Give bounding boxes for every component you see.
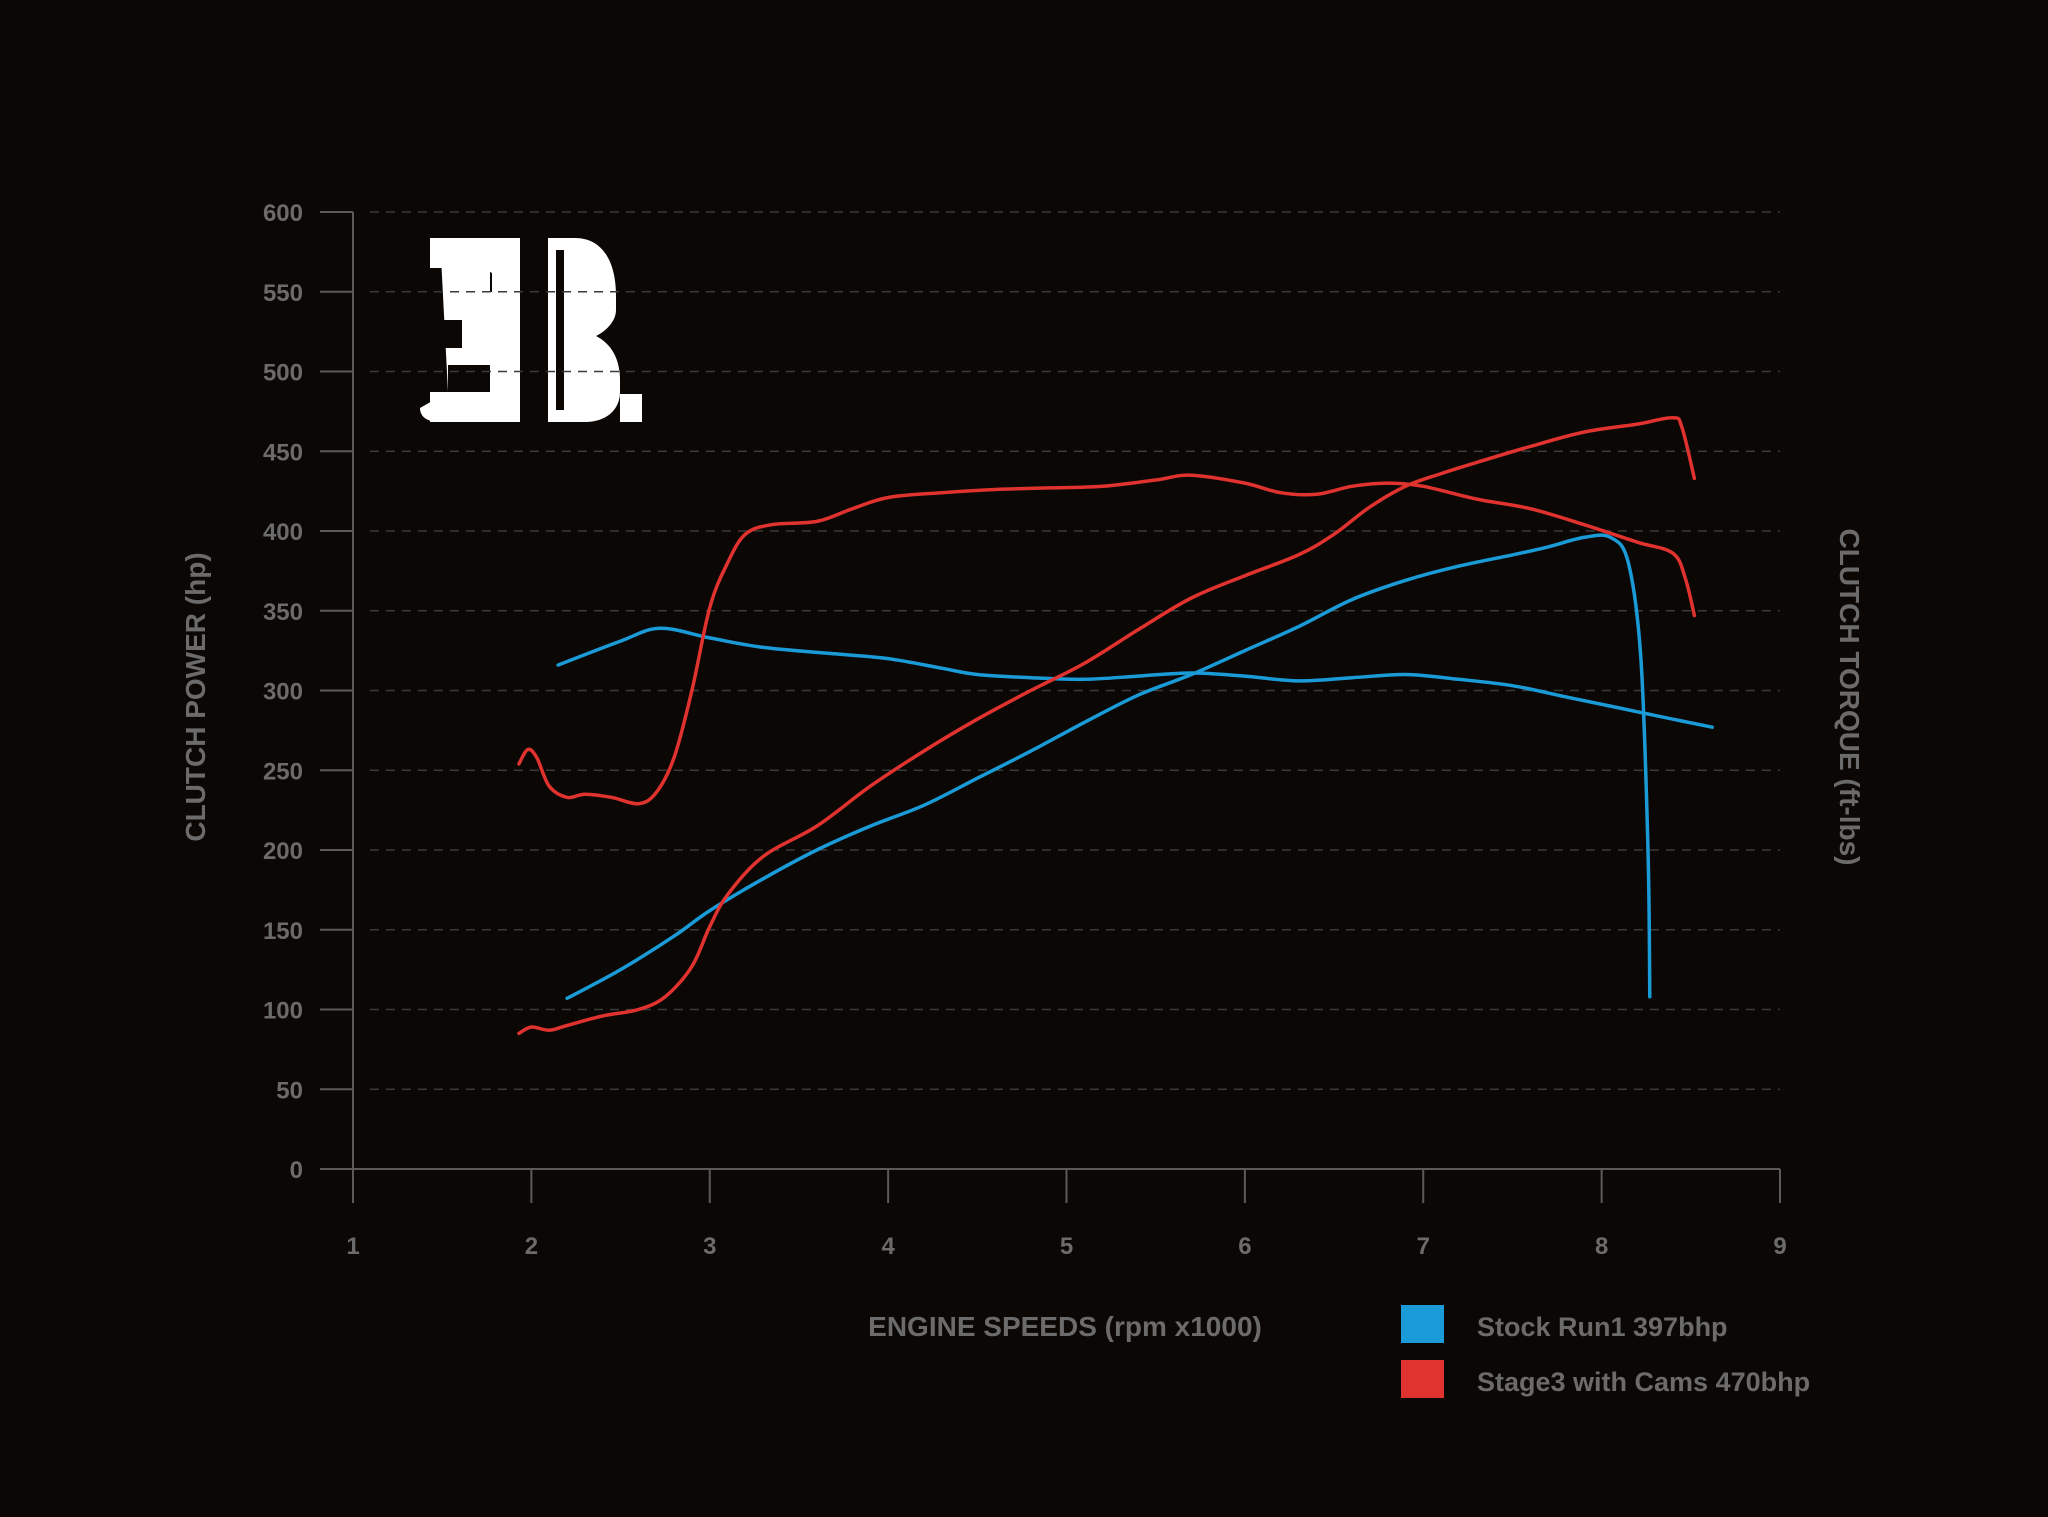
x-tick-label-7: 7: [1417, 1233, 1430, 1260]
x-tick-label-3: 3: [703, 1233, 716, 1260]
y-tick-label-100: 100: [263, 998, 303, 1025]
x-tick-label-4: 4: [881, 1233, 895, 1260]
y-tick-label-300: 300: [263, 679, 303, 706]
gridlines: [370, 211, 1780, 1090]
x-tick-label-6: 6: [1238, 1233, 1251, 1260]
x-axis-title: ENGINE SPEEDS (rpm x1000): [868, 1311, 1262, 1342]
y-tick-label-350: 350: [263, 599, 303, 626]
series-line-stock-power: [565, 533, 1652, 1001]
legend-swatch-stock: [1401, 1305, 1444, 1343]
y-tick-label-500: 500: [263, 360, 303, 387]
y-tick-label-550: 550: [263, 280, 303, 307]
legend-swatch-stage3: [1401, 1360, 1444, 1398]
y-tick-label-250: 250: [263, 758, 303, 785]
y-tick-labels: 0 50 100 150 200 250 300 350 400 450 500 550 600: [263, 200, 303, 1184]
x-tick-label-1: 1: [346, 1233, 359, 1260]
series-line-stage3-power: [517, 416, 1697, 1036]
legend-label-stage3: Stage3 with Cams 470bhp: [1477, 1367, 1810, 1397]
axes: [320, 211, 1781, 1203]
series-line-stage3-torque: [517, 473, 1697, 806]
x-tick-label-5: 5: [1060, 1233, 1073, 1260]
y-tick-label-450: 450: [263, 439, 303, 466]
y-tick-label-200: 200: [263, 838, 303, 865]
legend-label-stock: Stock Run1 397bhp: [1477, 1312, 1728, 1342]
legend: Stock Run1 397bhp Stage3 with Cams 470bh…: [1401, 1305, 1810, 1398]
y-tick-label-400: 400: [263, 519, 303, 546]
x-tick-label-8: 8: [1595, 1233, 1608, 1260]
y-tick-label-50: 50: [276, 1077, 303, 1104]
x-tick-label-9: 9: [1773, 1233, 1786, 1260]
series-lines: [517, 416, 1714, 1036]
y-tick-label-150: 150: [263, 918, 303, 945]
brand-logo: [420, 238, 642, 422]
series-line-stock-torque: [556, 626, 1714, 729]
y-tick-label-0: 0: [290, 1157, 303, 1184]
y-tick-label-600: 600: [263, 200, 303, 227]
x-tick-labels: 1 2 3 4 5 6 7 8 9: [346, 1233, 1786, 1260]
y2-axis-title: CLUTCH TORQUE (ft-lbs): [1834, 529, 1865, 866]
x-tick-label-2: 2: [525, 1233, 538, 1260]
y-axis-title: CLUTCH POWER (hp): [180, 552, 211, 841]
